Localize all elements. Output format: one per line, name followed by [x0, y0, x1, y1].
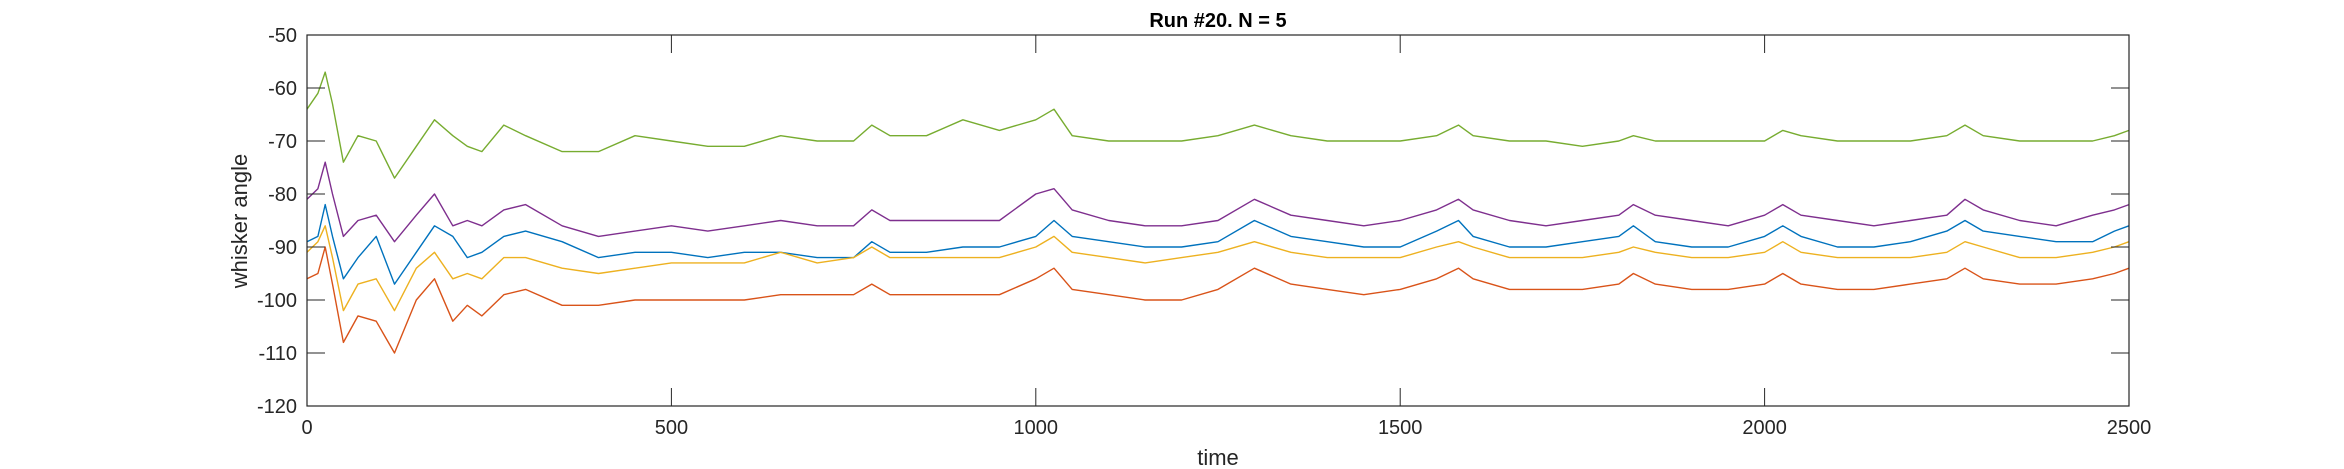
chart-title: Run #20. N = 5	[1149, 10, 1286, 32]
y-tick-label: -90	[268, 237, 297, 259]
tick-layer: 0 500 1000 1500 2000 2500 -50 -60 -70 -80 -90 -100 -…	[257, 25, 2151, 439]
x-tick-label: 1500	[1378, 417, 1423, 439]
series-line-1	[306, 203, 2130, 285]
y-tick-label: -70	[268, 131, 297, 153]
axes-box	[306, 34, 2130, 407]
x-tick-label: 1000	[1014, 417, 1059, 439]
x-tick-label: 0	[301, 417, 312, 439]
y-tick-label: -100	[257, 290, 297, 312]
y-axis-label: whisker angle	[227, 154, 252, 290]
y-tick-label: -110	[258, 343, 297, 365]
x-tick-label: 2500	[2107, 417, 2152, 439]
series-line-3	[306, 225, 2130, 312]
series-layer	[306, 71, 2130, 354]
x-tick-label: 2000	[1742, 417, 1787, 439]
x-axis-label: time	[1197, 445, 1239, 469]
y-tick-label: -50	[268, 25, 297, 47]
series-line-2	[306, 246, 2130, 354]
y-tick-label: -120	[257, 396, 297, 418]
series-line-5	[306, 71, 2130, 179]
x-tick-label: 500	[655, 417, 688, 439]
y-tick-label: -80	[268, 184, 297, 206]
series-line-4	[306, 161, 2130, 243]
y-tick-label: -60	[268, 78, 297, 100]
